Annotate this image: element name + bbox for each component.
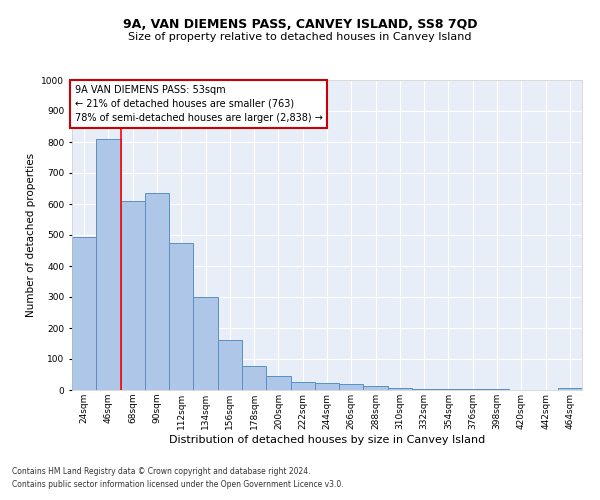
Text: Contains public sector information licensed under the Open Government Licence v3: Contains public sector information licen…: [12, 480, 344, 489]
Bar: [290, 382, 315, 390]
Text: Size of property relative to detached houses in Canvey Island: Size of property relative to detached ho…: [128, 32, 472, 42]
Bar: [96, 139, 121, 390]
Bar: [461, 389, 485, 390]
Bar: [315, 383, 339, 390]
Bar: [388, 388, 412, 390]
X-axis label: Distribution of detached houses by size in Canvey Island: Distribution of detached houses by size …: [169, 434, 485, 444]
Y-axis label: Number of detached properties: Number of detached properties: [26, 153, 36, 317]
Bar: [169, 243, 193, 390]
Bar: [121, 201, 145, 390]
Bar: [218, 340, 242, 390]
Bar: [72, 236, 96, 390]
Bar: [412, 389, 436, 390]
Bar: [558, 388, 582, 390]
Text: 9A, VAN DIEMENS PASS, CANVEY ISLAND, SS8 7QD: 9A, VAN DIEMENS PASS, CANVEY ISLAND, SS8…: [123, 18, 477, 30]
Bar: [364, 386, 388, 390]
Bar: [242, 366, 266, 390]
Bar: [193, 297, 218, 390]
Bar: [436, 389, 461, 390]
Bar: [339, 384, 364, 390]
Bar: [266, 376, 290, 390]
Text: Contains HM Land Registry data © Crown copyright and database right 2024.: Contains HM Land Registry data © Crown c…: [12, 467, 311, 476]
Text: 9A VAN DIEMENS PASS: 53sqm
← 21% of detached houses are smaller (763)
78% of sem: 9A VAN DIEMENS PASS: 53sqm ← 21% of deta…: [74, 84, 322, 122]
Bar: [145, 193, 169, 390]
